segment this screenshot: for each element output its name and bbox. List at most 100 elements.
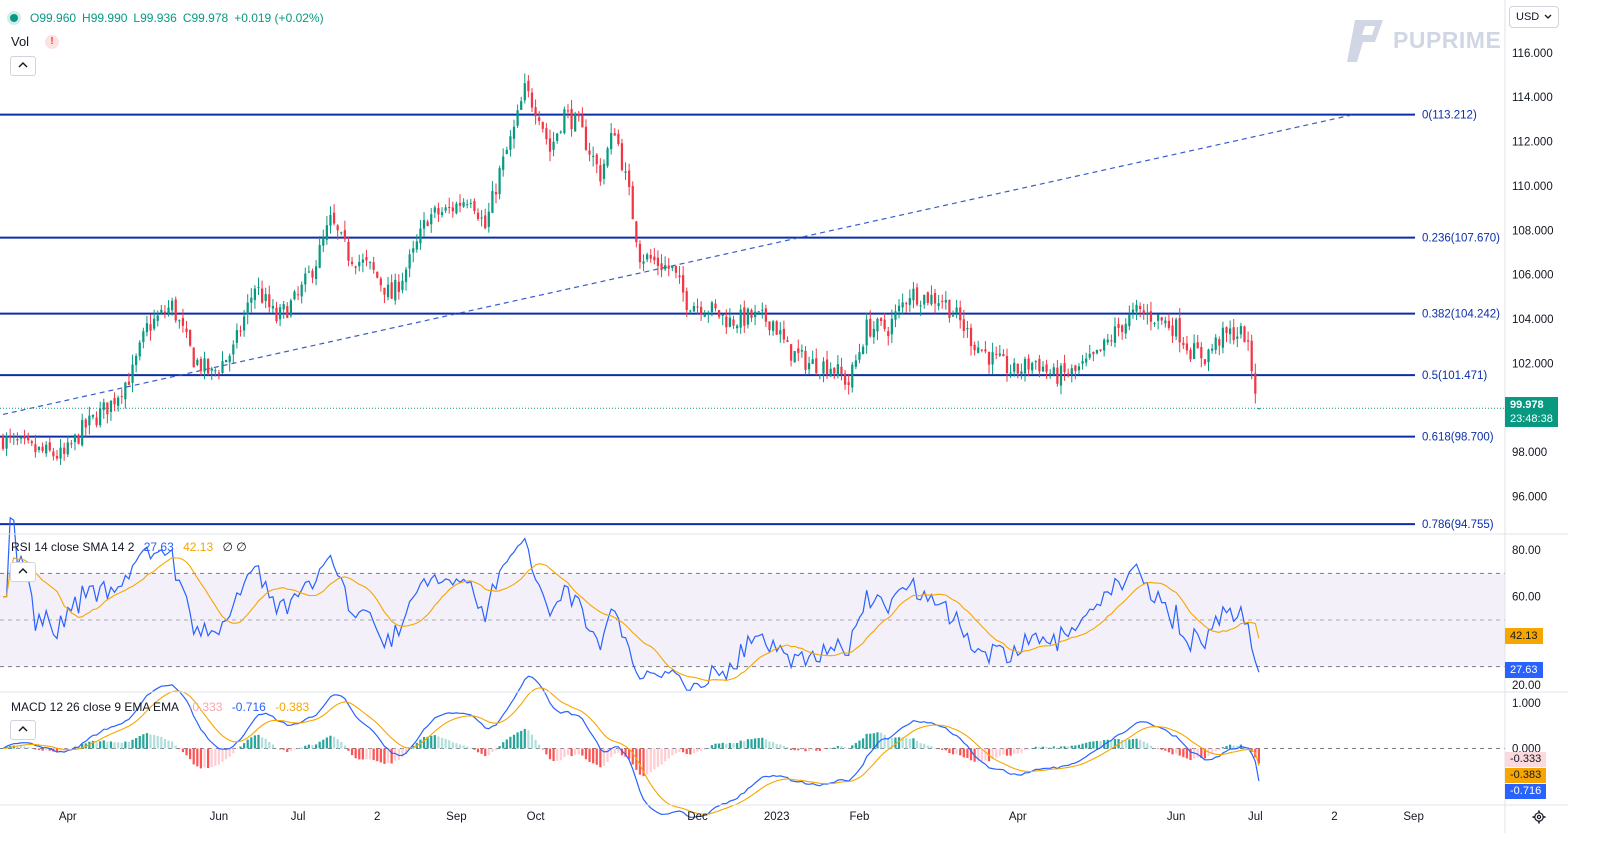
candle-body[interactable] bbox=[88, 415, 91, 426]
candle-body[interactable] bbox=[530, 92, 534, 108]
candle-body[interactable] bbox=[707, 312, 710, 314]
candle-body[interactable] bbox=[1092, 352, 1095, 355]
candle-body[interactable] bbox=[210, 368, 213, 371]
candle-body[interactable] bbox=[1117, 324, 1120, 328]
candle-body[interactable] bbox=[1178, 318, 1181, 343]
candle-body[interactable] bbox=[566, 110, 570, 112]
candle-body[interactable] bbox=[1185, 343, 1189, 351]
candle-body[interactable] bbox=[908, 298, 911, 305]
candle-body[interactable] bbox=[368, 261, 372, 263]
candle-body[interactable] bbox=[872, 328, 875, 338]
candle-body[interactable] bbox=[106, 402, 109, 415]
candle-body[interactable] bbox=[433, 207, 436, 213]
candle-body[interactable] bbox=[394, 279, 397, 301]
candle-body[interactable] bbox=[948, 299, 951, 318]
candle-body[interactable] bbox=[458, 202, 462, 206]
candle-body[interactable] bbox=[1228, 328, 1232, 335]
candle-body[interactable] bbox=[642, 261, 645, 264]
candle-body[interactable] bbox=[1239, 325, 1243, 335]
candle-body[interactable] bbox=[498, 168, 501, 195]
candle-body[interactable] bbox=[717, 310, 721, 317]
candle-body[interactable] bbox=[160, 309, 163, 313]
candle-body[interactable] bbox=[700, 306, 703, 315]
candle-body[interactable] bbox=[145, 323, 149, 333]
candle-body[interactable] bbox=[628, 170, 631, 187]
candle-body[interactable] bbox=[253, 288, 257, 301]
candle-body[interactable] bbox=[678, 275, 681, 278]
candle-body[interactable] bbox=[127, 381, 131, 385]
candle-body[interactable] bbox=[606, 148, 609, 167]
candle-body[interactable] bbox=[99, 408, 102, 426]
candle-body[interactable] bbox=[27, 436, 30, 441]
candle-body[interactable] bbox=[930, 294, 933, 305]
candle-body[interactable] bbox=[987, 352, 991, 365]
candle-body[interactable] bbox=[682, 275, 685, 293]
rsi-line[interactable] bbox=[3, 516, 1260, 691]
candle-body[interactable] bbox=[894, 311, 897, 320]
candle-body[interactable] bbox=[1110, 340, 1113, 342]
candle-body[interactable] bbox=[1041, 366, 1045, 372]
candle-body[interactable] bbox=[185, 328, 188, 333]
candle-body[interactable] bbox=[941, 300, 944, 302]
candle-body[interactable] bbox=[1135, 304, 1138, 312]
candle-body[interactable] bbox=[779, 330, 782, 335]
candle-body[interactable] bbox=[955, 307, 958, 314]
candle-body[interactable] bbox=[1016, 363, 1019, 374]
candle-body[interactable] bbox=[494, 192, 498, 195]
candle-body[interactable] bbox=[390, 282, 393, 299]
candle-body[interactable] bbox=[966, 327, 969, 330]
candle-body[interactable] bbox=[735, 325, 739, 329]
candle-body[interactable] bbox=[969, 327, 973, 347]
candle-body[interactable] bbox=[1149, 311, 1153, 322]
rsi-pane[interactable] bbox=[0, 516, 1505, 691]
candle-body[interactable] bbox=[887, 331, 890, 337]
candle-body[interactable] bbox=[307, 271, 310, 273]
candle-body[interactable] bbox=[271, 305, 275, 309]
candle-body[interactable] bbox=[951, 315, 955, 317]
candle-body[interactable] bbox=[462, 202, 465, 207]
macd-collapse-button[interactable] bbox=[10, 720, 36, 740]
candle-body[interactable] bbox=[1160, 317, 1163, 321]
candle-body[interactable] bbox=[768, 321, 771, 331]
candle-body[interactable] bbox=[476, 212, 480, 219]
candle-body[interactable] bbox=[131, 364, 134, 383]
candle-body[interactable] bbox=[415, 241, 418, 250]
candle-body[interactable] bbox=[109, 400, 113, 412]
warning-icon[interactable]: ! bbox=[45, 34, 60, 49]
candle-body[interactable] bbox=[1031, 362, 1034, 371]
candle-body[interactable] bbox=[1214, 337, 1217, 350]
candle-body[interactable] bbox=[84, 419, 87, 428]
candle-body[interactable] bbox=[674, 266, 678, 273]
candle-body[interactable] bbox=[577, 113, 580, 117]
candle-body[interactable] bbox=[286, 306, 289, 318]
candle-body[interactable] bbox=[869, 318, 872, 337]
settings-gear-icon[interactable] bbox=[1532, 810, 1546, 824]
candle-body[interactable] bbox=[753, 311, 757, 318]
candle-body[interactable] bbox=[1067, 373, 1070, 376]
candle-body[interactable] bbox=[559, 131, 562, 133]
candle-body[interactable] bbox=[1142, 310, 1145, 314]
candle-body[interactable] bbox=[624, 171, 627, 173]
candle-body[interactable] bbox=[1074, 365, 1077, 371]
candle-body[interactable] bbox=[1052, 367, 1055, 374]
candle-body[interactable] bbox=[739, 309, 742, 328]
candle-body[interactable] bbox=[203, 358, 206, 372]
candle-body[interactable] bbox=[1203, 359, 1207, 365]
candle-body[interactable] bbox=[354, 266, 357, 268]
candle-body[interactable] bbox=[304, 273, 307, 285]
candle-body[interactable] bbox=[81, 420, 84, 446]
candle-body[interactable] bbox=[264, 294, 267, 301]
candle-body[interactable] bbox=[602, 163, 606, 179]
candle-body[interactable] bbox=[962, 319, 965, 331]
candle-body[interactable] bbox=[502, 156, 505, 170]
candle-body[interactable] bbox=[365, 256, 368, 261]
candle-body[interactable] bbox=[667, 265, 670, 269]
candle-body[interactable] bbox=[448, 207, 451, 209]
candle-body[interactable] bbox=[293, 291, 296, 300]
candle-body[interactable] bbox=[815, 358, 818, 374]
candle-body[interactable] bbox=[879, 318, 883, 322]
candle-body[interactable] bbox=[833, 367, 836, 374]
candle-body[interactable] bbox=[901, 302, 904, 308]
candle-body[interactable] bbox=[171, 300, 174, 311]
candle-body[interactable] bbox=[275, 307, 278, 322]
